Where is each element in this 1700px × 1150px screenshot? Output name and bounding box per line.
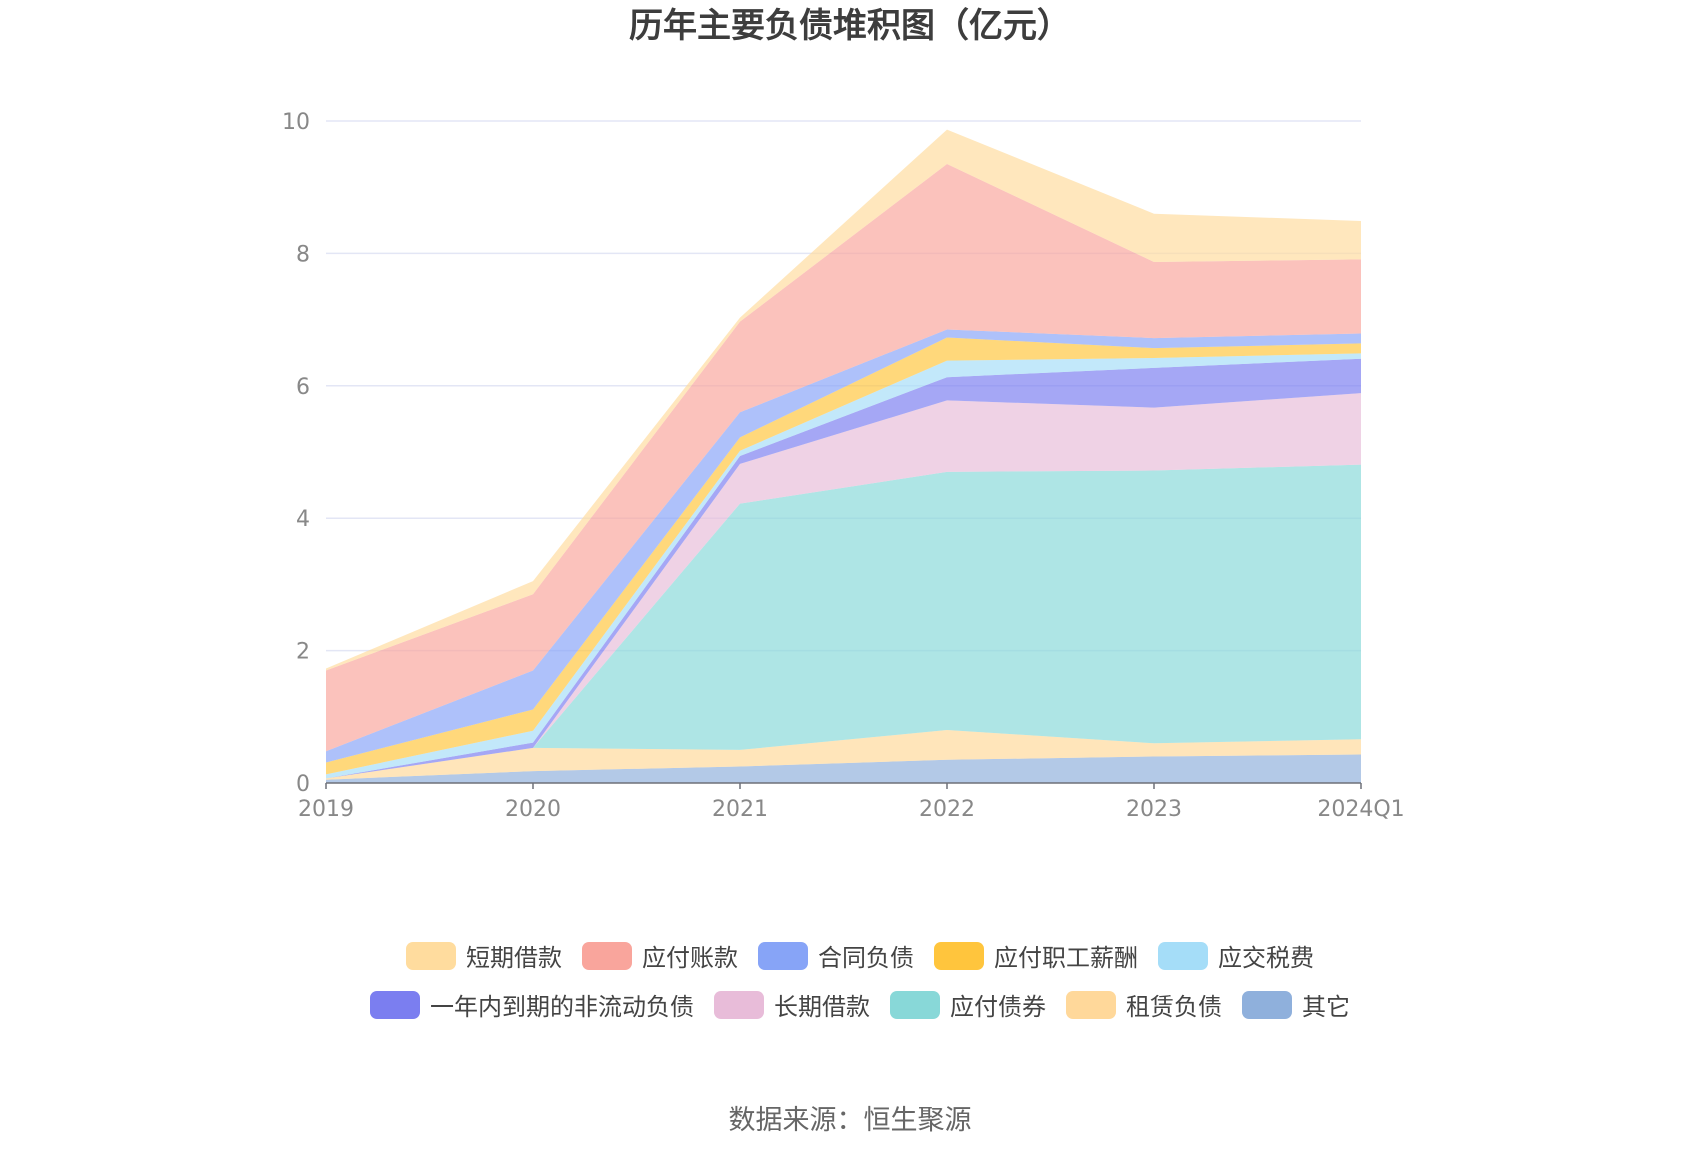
area-series-租赁负债: [326, 730, 1361, 780]
legend-swatch: [1242, 990, 1292, 1019]
legend-item[interactable]: 应付债券: [890, 987, 1046, 1022]
area-series-其它: [326, 754, 1361, 783]
legend-swatch: [890, 990, 940, 1019]
area-series-短期借款: [326, 129, 1361, 671]
legend-label: 租赁负债: [1126, 993, 1222, 1021]
legend-label: 应交税费: [1218, 944, 1314, 972]
legend-label: 应付债券: [950, 993, 1046, 1021]
legend-item[interactable]: 应交税费: [1158, 938, 1314, 973]
legend-swatch: [370, 990, 420, 1019]
y-tick-label: 8: [296, 242, 310, 267]
legend-swatch: [714, 990, 764, 1019]
legend-item[interactable]: 应付账款: [582, 938, 738, 973]
legend: 短期借款 应付账款 合同负债 应付职工薪酬 应交税费 一年内到期的非流动负债 长期借款 应付…: [340, 938, 1380, 1036]
legend-item[interactable]: 短期借款: [406, 938, 562, 973]
legend-row: 一年内到期的非流动负债 长期借款 应付债券 租赁负债 其它: [340, 987, 1380, 1022]
axes: 0 2 4 6 8 10 2019 2020 2021 2022 2023 2024Q1: [282, 110, 1405, 822]
legend-label: 其它: [1302, 993, 1350, 1021]
x-tick-label: 2020: [505, 797, 561, 822]
legend-item[interactable]: 合同负债: [758, 938, 914, 973]
legend-row: 短期借款 应付账款 合同负债 应付职工薪酬 应交税费: [340, 938, 1380, 973]
area-series-一年内到期的非流动负债: [326, 358, 1361, 779]
y-tick-label: 10: [282, 110, 310, 135]
area-series-长期借款: [326, 393, 1361, 779]
legend-item[interactable]: 租赁负债: [1066, 987, 1222, 1022]
x-tick-label: 2022: [919, 797, 975, 822]
x-tick-label: 2019: [298, 797, 354, 822]
area-series-应付账款: [326, 164, 1361, 752]
legend-label: 应付职工薪酬: [994, 944, 1138, 972]
legend-item[interactable]: 其它: [1242, 987, 1350, 1022]
legend-item[interactable]: 应付职工薪酬: [934, 938, 1138, 973]
legend-swatch: [1158, 941, 1208, 970]
chart-title: 历年主要负债堆积图（亿元）: [629, 6, 1071, 46]
x-tick-label: 2021: [712, 797, 768, 822]
legend-swatch: [582, 941, 632, 970]
area-series-group: [326, 129, 1361, 783]
y-tick-label: 4: [296, 507, 310, 532]
area-series-应付债券: [326, 464, 1361, 779]
x-tick-label: 2024Q1: [1317, 797, 1404, 822]
stacked-area-chart: 0 2 4 6 8 10 2019 2020 2021 2022 2023 2024Q1: [282, 110, 1405, 822]
legend-swatch: [758, 941, 808, 970]
x-tick-label: 2023: [1126, 797, 1182, 822]
legend-item[interactable]: 长期借款: [714, 987, 870, 1022]
legend-label: 应付账款: [642, 944, 738, 972]
legend-label: 一年内到期的非流动负债: [430, 993, 694, 1021]
legend-label: 长期借款: [774, 993, 870, 1021]
source-note: 数据来源：恒生聚源: [728, 1105, 972, 1136]
legend-label: 短期借款: [466, 944, 562, 972]
legend-item[interactable]: 一年内到期的非流动负债: [370, 987, 694, 1022]
legend-swatch: [406, 941, 456, 970]
y-tick-label: 6: [296, 375, 310, 400]
y-tick-label: 0: [296, 772, 310, 797]
area-series-合同负债: [326, 329, 1361, 763]
legend-swatch: [934, 941, 984, 970]
legend-label: 合同负债: [818, 944, 914, 972]
y-tick-label: 2: [296, 640, 310, 665]
legend-swatch: [1066, 990, 1116, 1019]
